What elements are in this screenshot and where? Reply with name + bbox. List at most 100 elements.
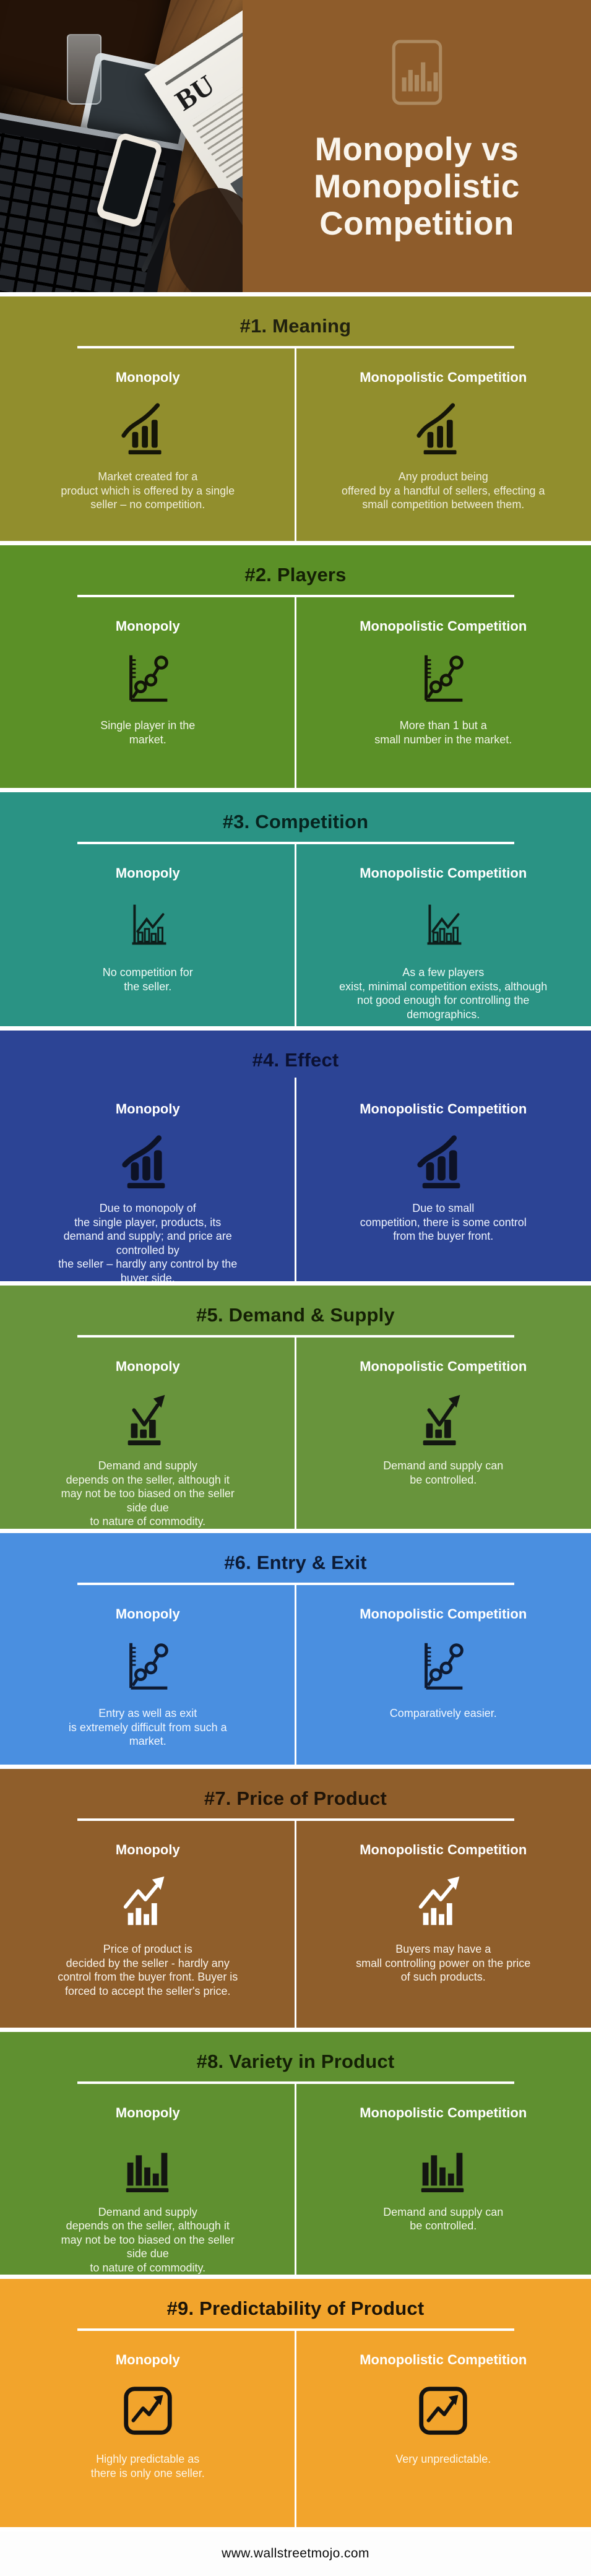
- monopolistic-column: Monopolistic Competition Any product bei…: [296, 348, 591, 541]
- bars-trend-arrow-icon: [413, 1870, 473, 1931]
- monopoly-description: Highly predictable as there is only one …: [90, 2453, 205, 2479]
- monopoly-column: Monopoly Market created for a product wh…: [0, 348, 296, 541]
- header: BU Monopoly vs Monopolistic Competition: [0, 0, 591, 296]
- multi-bars-icon: [118, 2133, 178, 2194]
- monopolistic-column-title: Monopolistic Competition: [360, 618, 527, 634]
- monopolistic-column: Monopolistic Competition Demand and supp…: [296, 2084, 591, 2275]
- line-nodes-icon: [413, 1635, 473, 1695]
- line-nodes-icon: [118, 1635, 178, 1695]
- comparison-section: #1. Meaning Monopoly Market created for …: [0, 296, 591, 545]
- monopolistic-column-title: Monopolistic Competition: [360, 2352, 527, 2367]
- monopolistic-column-title: Monopolistic Competition: [360, 1842, 527, 1857]
- glass-shape: [67, 34, 101, 105]
- comparison-section: #8. Variety in Product Monopoly Demand a…: [0, 2032, 591, 2279]
- monopolistic-description: Any product being offered by a handful o…: [341, 470, 545, 511]
- monopolistic-column: Monopolistic Competition Demand and supp…: [296, 1338, 591, 1529]
- monopolistic-description: Demand and supply can be controlled.: [383, 1459, 504, 1486]
- section-title: #7. Price of Product: [204, 1787, 387, 1809]
- monopolistic-description: Due to small competition, there is some …: [360, 1202, 527, 1242]
- monopolistic-column: Monopolistic Competition Due to small co…: [296, 1080, 591, 1281]
- monopolistic-description: Comparatively easier.: [389, 1707, 497, 1719]
- column-divider: [295, 1078, 296, 1281]
- monopoly-column-title: Monopoly: [115, 1359, 180, 1374]
- bold-growth-bars-icon: [118, 1130, 178, 1190]
- monopolistic-column: Monopolistic Competition Buyers may have…: [296, 1821, 591, 2028]
- monopoly-column: Monopoly Due to monopoly of the single p…: [0, 1080, 296, 1284]
- section-columns: Monopoly No competition for the seller. …: [0, 842, 591, 1026]
- column-divider: [295, 1583, 296, 1765]
- page-title: Monopoly vs Monopolistic Competition: [314, 131, 520, 242]
- monopoly-description: Due to monopoly of the single player, pr…: [58, 1202, 238, 1284]
- monopoly-column: Monopoly Entry as well as exit is extrem…: [0, 1585, 296, 1765]
- monopoly-description: Demand and supply depends on the seller,…: [61, 1459, 235, 1528]
- combo-chart-icon: [118, 894, 178, 954]
- column-divider: [295, 2081, 296, 2275]
- monopoly-description: Demand and supply depends on the seller,…: [61, 2205, 235, 2274]
- column-divider: [295, 1335, 296, 1529]
- combo-chart-icon: [413, 894, 473, 954]
- comparison-section: #3. Competition Monopoly No competition …: [0, 792, 591, 1031]
- monopoly-description: Single player in the market.: [100, 719, 196, 746]
- monopoly-column-title: Monopoly: [115, 370, 180, 385]
- growth-bars-icon: [413, 398, 473, 459]
- section-title: #2. Players: [244, 564, 347, 586]
- monopoly-column-title: Monopoly: [115, 1101, 180, 1117]
- monopoly-column-title: Monopoly: [115, 1606, 180, 1622]
- monopolistic-column-title: Monopolistic Competition: [360, 370, 527, 385]
- footer: www.wallstreetmojo.com: [0, 2531, 591, 2576]
- section-title: #5. Demand & Supply: [196, 1304, 395, 1326]
- section-title: #9. Predictability of Product: [166, 2297, 425, 2319]
- monopoly-column: Monopoly Demand and supply depends on th…: [0, 2084, 296, 2275]
- monopolistic-column-title: Monopolistic Competition: [360, 1606, 527, 1622]
- comparison-section: #9. Predictability of Product Monopoly H…: [0, 2279, 591, 2531]
- monopoly-column: Monopoly Single player in the market.: [0, 597, 296, 788]
- section-columns: Monopoly Single player in the market. Mo…: [0, 595, 591, 788]
- monopolistic-column: Monopolistic Competition Very unpredicta…: [296, 2331, 591, 2527]
- trend-box-icon: [413, 2380, 473, 2441]
- monopoly-column-title: Monopoly: [115, 2104, 180, 2120]
- section-title: #6. Entry & Exit: [224, 1552, 367, 1573]
- line-nodes-icon: [118, 647, 178, 707]
- section-columns: Monopoly Price of product is decided by …: [0, 1818, 591, 2028]
- section-columns: Monopoly Highly predictable as there is …: [0, 2328, 591, 2527]
- bars-trend-arrow-icon: [118, 1870, 178, 1931]
- monopolistic-description: More than 1 but a small number in the ma…: [374, 719, 512, 746]
- monopoly-description: Market created for a product which is of…: [61, 470, 235, 511]
- comparison-sections: #1. Meaning Monopoly Market created for …: [0, 296, 591, 2531]
- footer-website: www.wallstreetmojo.com: [222, 2546, 369, 2561]
- monopolistic-column: Monopolistic Competition Comparatively e…: [296, 1585, 591, 1765]
- line-nodes-icon: [413, 647, 473, 707]
- section-columns: Monopoly Demand and supply depends on th…: [0, 1335, 591, 1529]
- comparison-section: #6. Entry & Exit Monopoly Entry as well …: [0, 1533, 591, 1769]
- bars-arrow-icon: [413, 1387, 473, 1448]
- growth-bars-icon: [118, 398, 178, 459]
- header-title-panel: Monopoly vs Monopolistic Competition: [243, 0, 591, 292]
- monopolistic-column: Monopolistic Competition As a few player…: [296, 844, 591, 1026]
- column-divider: [295, 1818, 296, 2028]
- monopolistic-description: As a few players exist, minimal competit…: [339, 966, 548, 1021]
- section-title: #8. Variety in Product: [196, 2051, 395, 2072]
- section-columns: Monopoly Entry as well as exit is extrem…: [0, 1583, 591, 1765]
- monopolistic-column-title: Monopolistic Competition: [360, 865, 527, 881]
- monopoly-column: Monopoly Highly predictable as there is …: [0, 2331, 296, 2527]
- monopolistic-column-title: Monopolistic Competition: [360, 2104, 527, 2120]
- trend-box-icon: [118, 2380, 178, 2441]
- multi-bars-icon: [413, 2133, 473, 2194]
- section-columns: Monopoly Market created for a product wh…: [0, 346, 591, 541]
- monopoly-column-title: Monopoly: [115, 865, 180, 881]
- column-divider: [295, 595, 296, 788]
- header-photo-illustration: BU: [0, 0, 243, 292]
- comparison-section: #2. Players Monopoly Single player in th…: [0, 545, 591, 792]
- section-columns: Monopoly Demand and supply depends on th…: [0, 2081, 591, 2275]
- monopoly-column-title: Monopoly: [115, 1842, 180, 1857]
- bold-growth-bars-icon: [413, 1130, 473, 1190]
- comparison-section: #7. Price of Product Monopoly Price of p…: [0, 1769, 591, 2032]
- column-divider: [295, 2328, 296, 2527]
- section-title: #4. Effect: [252, 1049, 339, 1071]
- bars-arrow-icon: [118, 1387, 178, 1448]
- monopolistic-description: Demand and supply can be controlled.: [383, 2205, 504, 2232]
- monopoly-column: Monopoly No competition for the seller.: [0, 844, 296, 1026]
- comparison-section: #4. Effect Monopoly Due to monopoly of t…: [0, 1031, 591, 1286]
- monopoly-description: Entry as well as exit is extremely diffi…: [68, 1707, 227, 1747]
- column-divider: [295, 346, 296, 541]
